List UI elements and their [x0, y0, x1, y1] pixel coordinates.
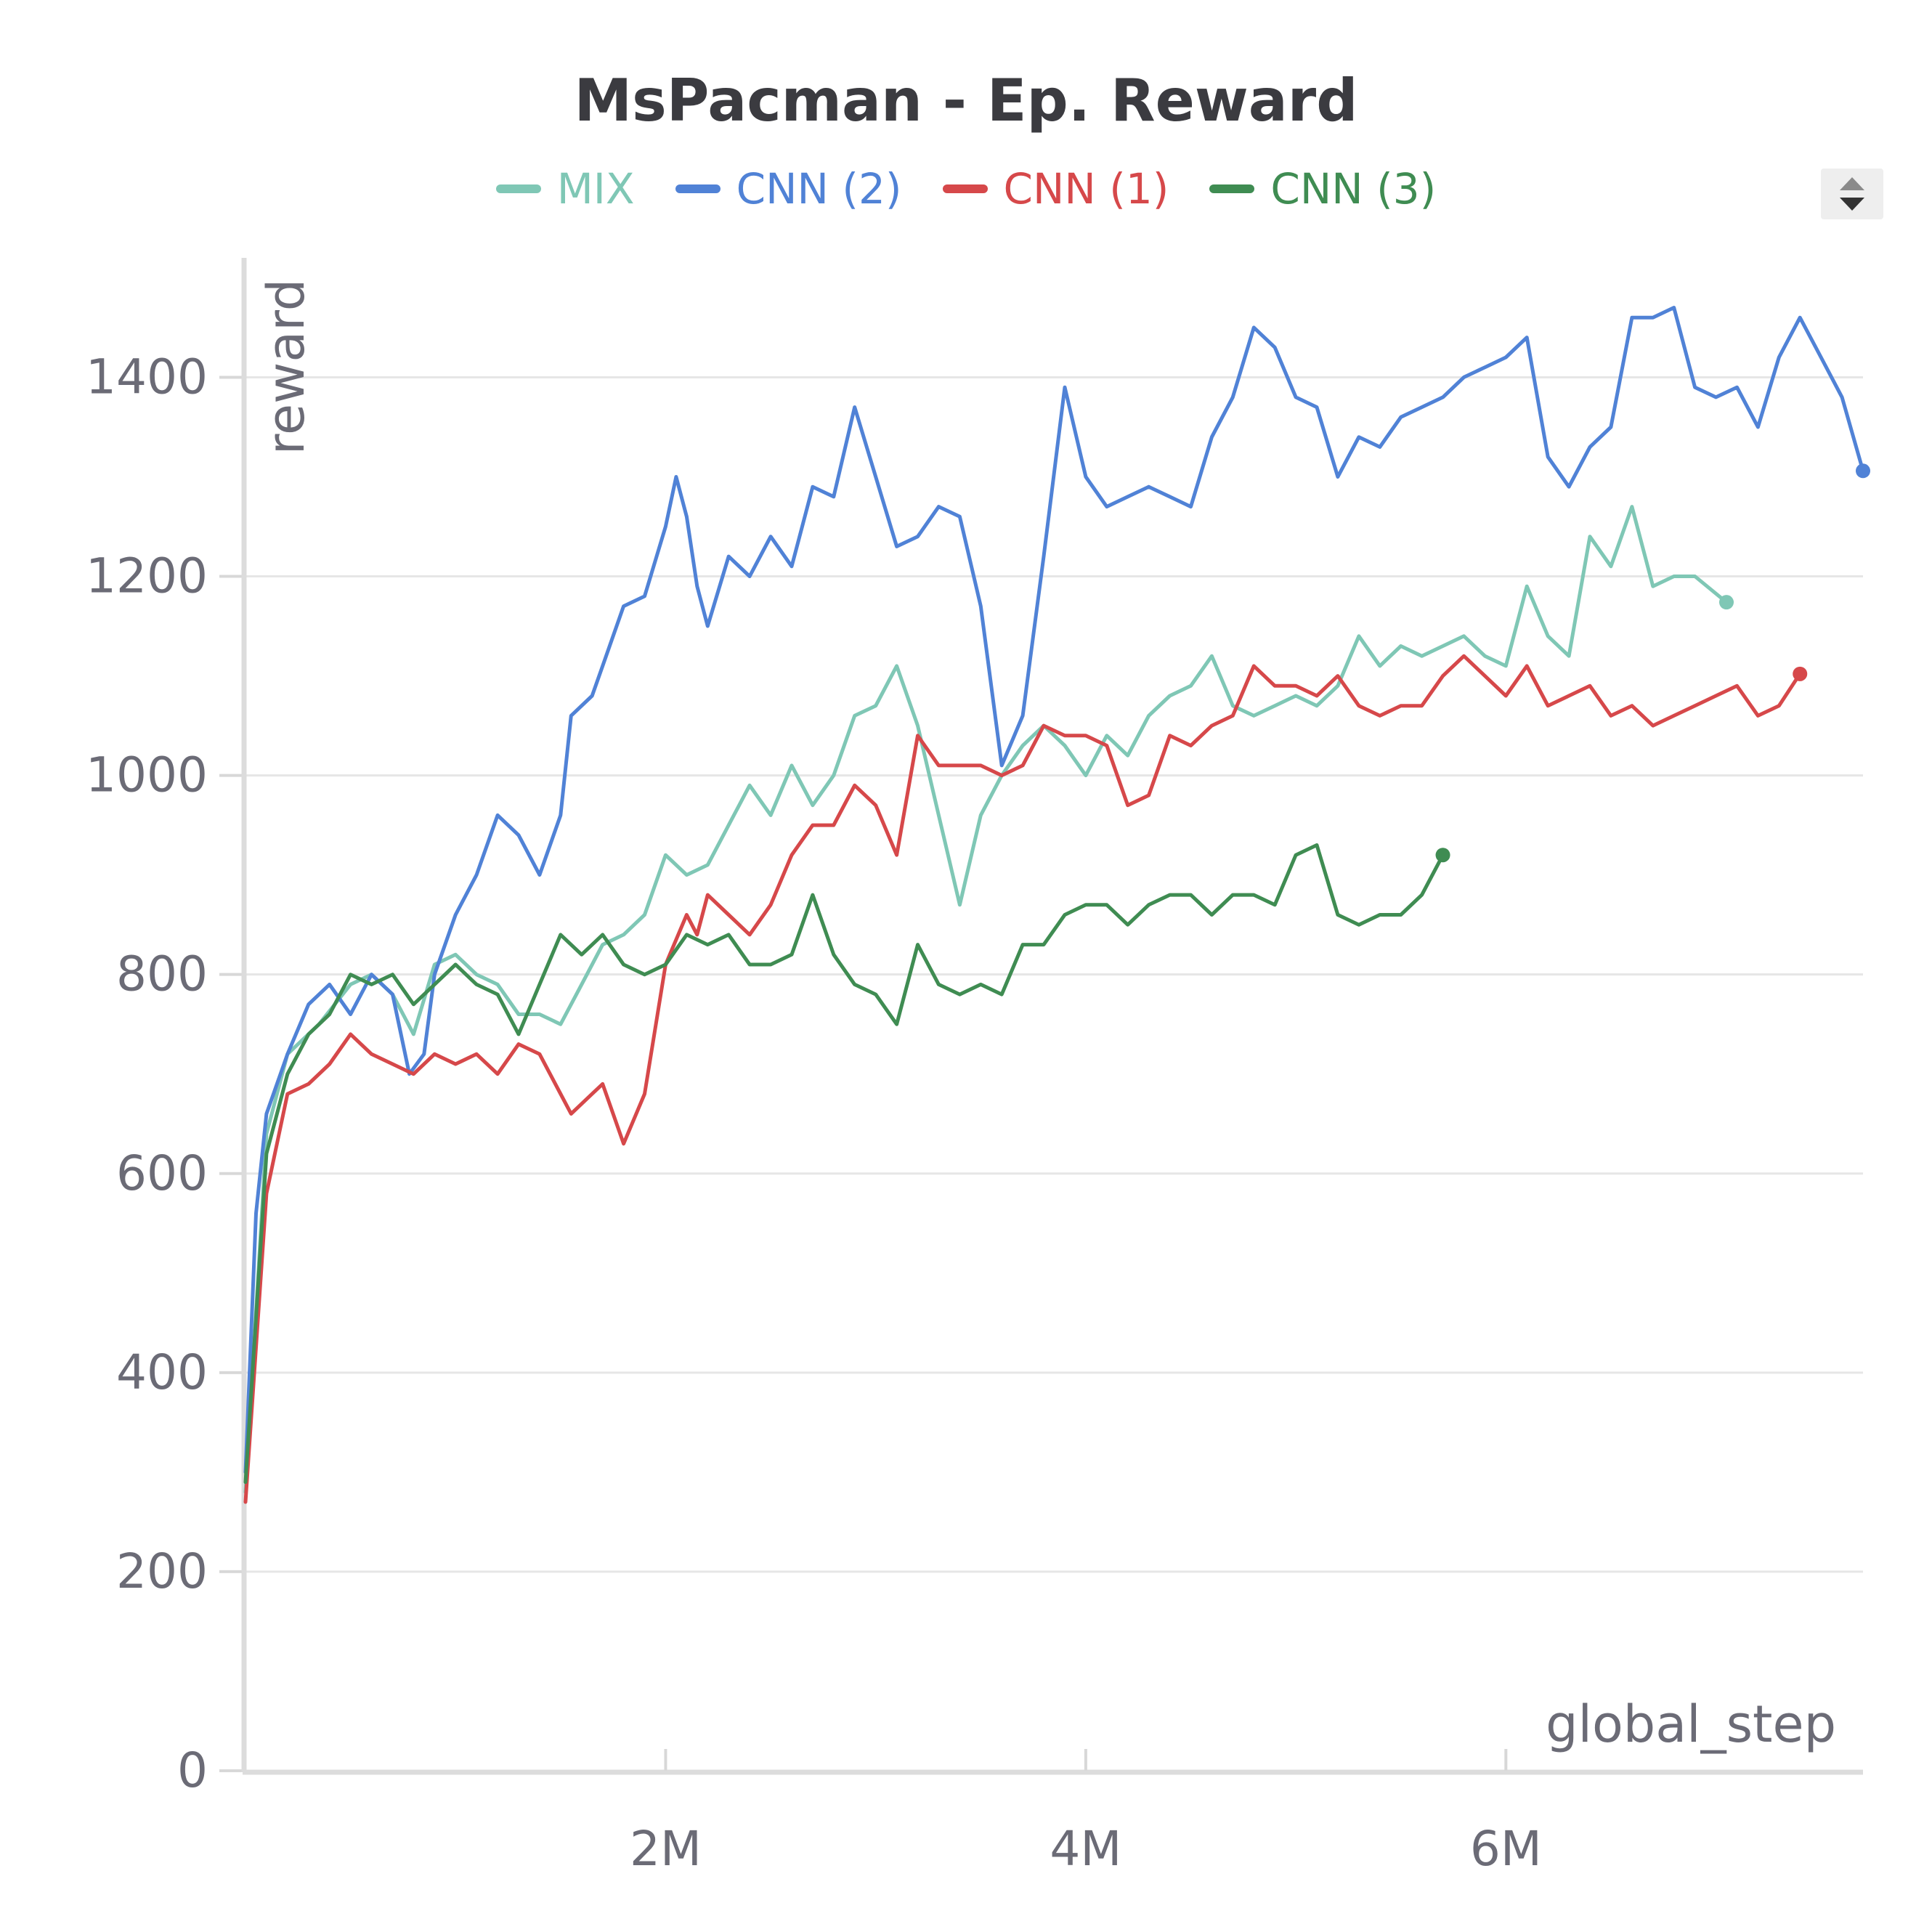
legend-swatch — [495, 184, 541, 193]
legend-label: CNN (3) — [1270, 164, 1437, 214]
legend-label: CNN (1) — [1003, 164, 1169, 214]
x-tick-label: 4M — [1050, 1821, 1121, 1877]
series-endpoint-1 — [1856, 463, 1870, 479]
x-tick-label: 2M — [630, 1821, 702, 1877]
y-axis-title: reward — [256, 279, 316, 455]
legend-item[interactable]: MIX — [495, 164, 635, 214]
legend-swatch — [1209, 184, 1255, 193]
series-endpoint-3 — [1435, 848, 1450, 863]
caret-up-icon — [1840, 177, 1864, 190]
legend-item[interactable]: CNN (1) — [942, 164, 1169, 214]
y-tick-label: 0 — [177, 1742, 208, 1798]
series-line-2 — [243, 654, 1802, 1504]
chart-title: MsPacman - Ep. Reward — [574, 67, 1358, 134]
legend-label: CNN (2) — [736, 164, 902, 214]
legend-scroll-button[interactable] — [1821, 169, 1883, 219]
legend-label: MIX — [556, 164, 635, 214]
y-tick-label: 200 — [116, 1543, 208, 1599]
series-line-3 — [243, 843, 1445, 1485]
y-tick-label: 1400 — [86, 349, 208, 405]
x-axis-title: global_step — [1546, 1694, 1836, 1754]
legend-item[interactable]: CNN (3) — [1209, 164, 1436, 214]
legend-item[interactable]: CNN (2) — [675, 164, 902, 214]
y-tick-label: 1200 — [86, 548, 208, 604]
legend: MIX CNN (2) CNN (1) CNN (3) — [0, 164, 1932, 214]
series-layer — [243, 306, 1870, 1504]
series-endpoint-2 — [1793, 666, 1808, 681]
series-line-1 — [243, 306, 1865, 1474]
axes: 0 200 400 600 800 1000 1200 1400 2M 4M 6M — [86, 258, 1863, 1877]
legend-swatch — [942, 184, 988, 193]
y-tick-label: 600 — [116, 1145, 208, 1201]
y-tick-label: 1000 — [86, 747, 208, 803]
x-tick-label: 6M — [1470, 1821, 1542, 1877]
y-tick-label: 800 — [116, 946, 208, 1002]
y-tick-label: 400 — [116, 1344, 208, 1400]
caret-down-icon — [1840, 198, 1864, 211]
grid-lines — [245, 376, 1863, 1573]
series-endpoint-0 — [1719, 595, 1734, 610]
series-line-0 — [243, 505, 1729, 1494]
legend-swatch — [675, 184, 721, 193]
